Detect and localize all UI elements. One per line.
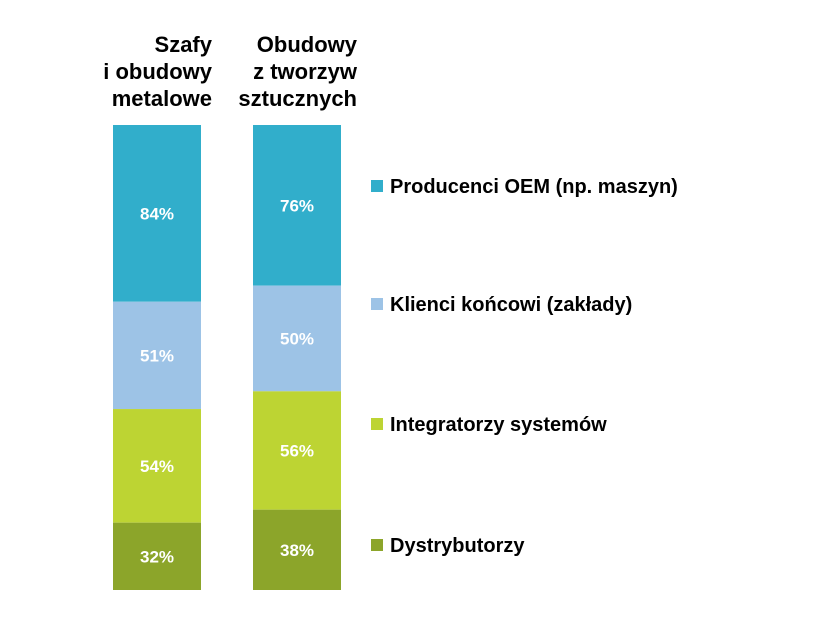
legend-swatch-1 <box>371 298 383 310</box>
legend-label-3: Dystrybutorzy <box>390 535 525 557</box>
data-label-1-0: 51% <box>140 346 174 365</box>
bars: 84% 51% 54% 32% 76% 50% 56% 38% <box>113 125 341 590</box>
data-label-3-1: 38% <box>280 541 314 560</box>
category-label-0: Szafy i obudowy metalowe <box>103 32 213 111</box>
data-label-0-1: 76% <box>280 196 314 215</box>
bar-segment-1-1 <box>253 285 341 392</box>
bar-segment-0-0 <box>113 125 201 302</box>
legend-label-2: Integratorzy systemów <box>390 414 607 436</box>
bar-segment-1-0 <box>113 301 201 410</box>
category-label-1: Obudowy z tworzyw sztucznych <box>238 32 357 111</box>
data-label-1-1: 50% <box>280 329 314 348</box>
bar-segment-3-0 <box>113 522 201 590</box>
bar-segment-3-1 <box>253 509 341 590</box>
data-label-0-0: 84% <box>140 204 174 223</box>
bar-segment-0-1 <box>253 125 341 286</box>
legend-swatch-2 <box>371 418 383 430</box>
legend-label-0: Producenci OEM (np. maszyn) <box>390 176 678 198</box>
data-label-3-0: 32% <box>140 547 174 566</box>
data-label-2-1: 56% <box>280 442 314 461</box>
legend-swatch-0 <box>371 180 383 192</box>
legend-swatch-3 <box>371 539 383 551</box>
bar-segment-2-0 <box>113 409 201 523</box>
legend-label-1: Klienci końcowi (zakłady) <box>390 294 632 316</box>
bar-segment-2-1 <box>253 391 341 510</box>
data-label-2-0: 54% <box>140 457 174 476</box>
legend: Producenci OEM (np. maszyn) Klienci końco… <box>371 176 678 557</box>
category-labels: Szafy i obudowy metalowe Obudowy z tworzyw sz… <box>103 32 358 111</box>
